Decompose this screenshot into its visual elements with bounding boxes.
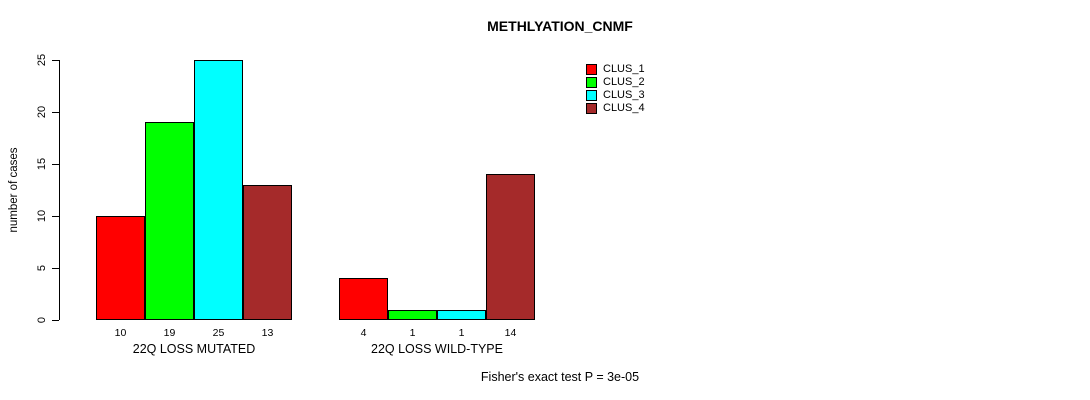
bar-clus_3-group2 — [437, 310, 486, 320]
category-label-2: 22Q LOSS WILD-TYPE — [371, 342, 503, 356]
legend: CLUS_1 CLUS_2 CLUS_3 CLUS_4 — [586, 63, 645, 115]
legend-swatch-icon — [586, 64, 597, 75]
y-axis-tick-label: 20 — [36, 105, 48, 119]
chart-title: METHLYATION_CNMF — [487, 18, 633, 34]
legend-label: CLUS_3 — [603, 89, 645, 101]
bar-value-label: 1 — [458, 327, 465, 339]
bar-value-label: 4 — [360, 327, 367, 339]
y-axis-tick-label: 0 — [36, 316, 48, 324]
bar-clus_3-group1 — [194, 60, 243, 320]
legend-row-clus_3: CLUS_3 — [586, 89, 645, 102]
bar-value-label: 25 — [212, 327, 225, 339]
legend-swatch-icon — [586, 77, 597, 88]
y-axis-tick-label: 5 — [36, 264, 48, 272]
legend-row-clus_1: CLUS_1 — [586, 63, 645, 76]
bar-value-label: 13 — [261, 327, 274, 339]
bar-value-label: 10 — [114, 327, 127, 339]
y-axis-tick — [52, 215, 59, 217]
bar-clus_2-group1 — [145, 122, 194, 320]
y-axis-tick-label: 25 — [36, 53, 48, 67]
legend-label: CLUS_4 — [603, 102, 645, 114]
bar-clus_1-group2 — [339, 278, 388, 320]
bar-value-label: 1 — [409, 327, 416, 339]
bar-clus_2-group2 — [388, 310, 437, 320]
y-axis-tick — [52, 163, 59, 165]
legend-row-clus_2: CLUS_2 — [586, 76, 645, 89]
bar-clus_4-group2 — [486, 174, 535, 320]
y-axis-title: number of cases — [8, 147, 20, 233]
y-axis-tick — [52, 319, 59, 321]
legend-label: CLUS_1 — [603, 63, 645, 75]
legend-label: CLUS_2 — [603, 76, 645, 88]
category-label-1: 22Q LOSS MUTATED — [132, 342, 256, 356]
y-axis-tick — [52, 111, 59, 113]
bar-value-label: 14 — [504, 327, 517, 339]
bar-clus_4-group1 — [243, 185, 292, 320]
bar-value-label: 19 — [163, 327, 176, 339]
y-axis-tick — [52, 267, 59, 269]
legend-swatch-icon — [586, 90, 597, 101]
legend-swatch-icon — [586, 103, 597, 114]
y-axis-tick — [52, 59, 59, 61]
y-axis-tick-label: 15 — [36, 157, 48, 171]
bar-clus_1-group1 — [96, 216, 145, 320]
y-axis-line — [59, 60, 60, 320]
stat-caption: Fisher's exact test P = 3e-05 — [480, 370, 640, 384]
y-axis-tick-label: 10 — [36, 209, 48, 223]
legend-row-clus_4: CLUS_4 — [586, 102, 645, 115]
